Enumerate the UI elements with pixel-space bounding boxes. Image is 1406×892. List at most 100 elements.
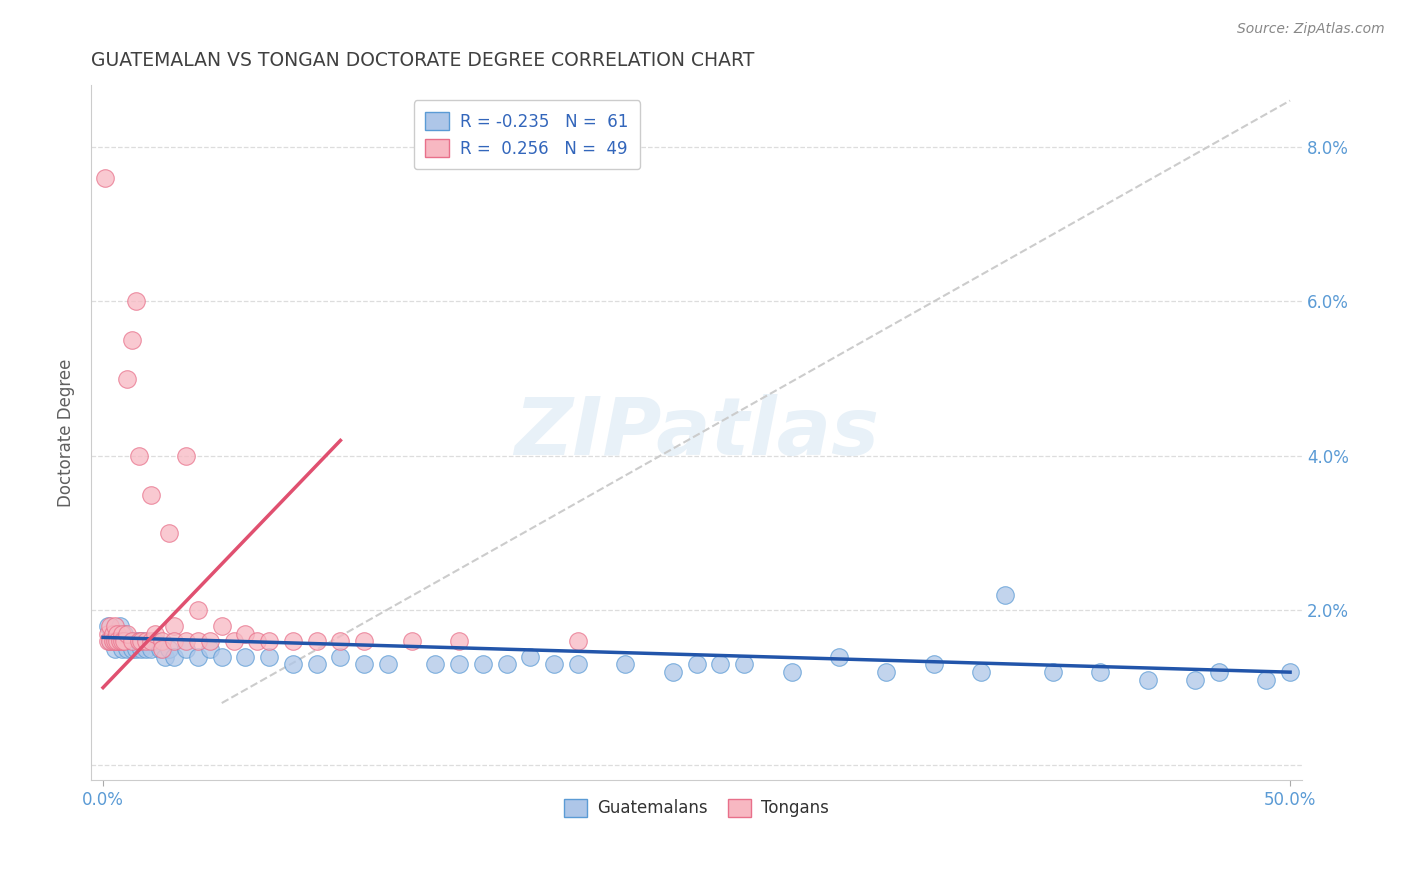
- Point: [115, 634, 138, 648]
- Point: [163, 649, 186, 664]
- Point: [128, 634, 150, 648]
- Point: [121, 333, 143, 347]
- Point: [994, 588, 1017, 602]
- Point: [115, 626, 138, 640]
- Point: [97, 634, 120, 648]
- Point: [115, 642, 138, 657]
- Point: [211, 619, 233, 633]
- Point: [377, 657, 399, 672]
- Point: [129, 642, 152, 657]
- Point: [519, 649, 541, 664]
- Point: [153, 649, 176, 664]
- Point: [111, 626, 134, 640]
- Point: [471, 657, 494, 672]
- Point: [353, 657, 375, 672]
- Point: [281, 657, 304, 672]
- Point: [143, 626, 166, 640]
- Point: [121, 642, 143, 657]
- Point: [198, 634, 221, 648]
- Point: [112, 626, 135, 640]
- Y-axis label: Doctorate Degree: Doctorate Degree: [58, 359, 75, 507]
- Point: [101, 634, 124, 648]
- Point: [353, 634, 375, 648]
- Point: [246, 634, 269, 648]
- Point: [187, 634, 209, 648]
- Point: [97, 626, 120, 640]
- Point: [1256, 673, 1278, 687]
- Point: [111, 642, 134, 657]
- Point: [135, 634, 157, 648]
- Point: [970, 665, 993, 680]
- Point: [257, 649, 280, 664]
- Point: [329, 634, 352, 648]
- Point: [149, 642, 172, 657]
- Point: [105, 634, 128, 648]
- Text: Source: ZipAtlas.com: Source: ZipAtlas.com: [1237, 22, 1385, 37]
- Point: [118, 634, 141, 648]
- Point: [104, 619, 127, 633]
- Point: [235, 626, 257, 640]
- Point: [163, 619, 186, 633]
- Point: [163, 634, 186, 648]
- Point: [922, 657, 945, 672]
- Point: [150, 634, 173, 648]
- Point: [111, 634, 134, 648]
- Point: [449, 657, 471, 672]
- Point: [235, 649, 257, 664]
- Point: [98, 619, 121, 633]
- Point: [143, 634, 166, 648]
- Text: ZIPatlas: ZIPatlas: [515, 393, 879, 472]
- Point: [115, 371, 138, 385]
- Point: [98, 634, 121, 648]
- Point: [111, 634, 134, 648]
- Point: [187, 649, 209, 664]
- Point: [105, 626, 128, 640]
- Point: [329, 649, 352, 664]
- Point: [780, 665, 803, 680]
- Point: [425, 657, 447, 672]
- Point: [281, 634, 304, 648]
- Point: [135, 642, 157, 657]
- Point: [174, 642, 197, 657]
- Point: [122, 634, 145, 648]
- Point: [159, 526, 181, 541]
- Point: [112, 634, 135, 648]
- Point: [125, 294, 148, 309]
- Point: [104, 634, 127, 648]
- Point: [449, 634, 471, 648]
- Point: [101, 626, 124, 640]
- Point: [257, 634, 280, 648]
- Point: [108, 619, 131, 633]
- Point: [733, 657, 755, 672]
- Legend: Guatemalans, Tongans: Guatemalans, Tongans: [557, 792, 835, 824]
- Point: [97, 619, 120, 633]
- Point: [174, 449, 197, 463]
- Point: [567, 657, 589, 672]
- Point: [709, 657, 731, 672]
- Point: [139, 487, 162, 501]
- Point: [150, 642, 173, 657]
- Point: [94, 170, 117, 185]
- Text: GUATEMALAN VS TONGAN DOCTORATE DEGREE CORRELATION CHART: GUATEMALAN VS TONGAN DOCTORATE DEGREE CO…: [91, 51, 755, 70]
- Point: [105, 634, 128, 648]
- Point: [159, 642, 181, 657]
- Point: [685, 657, 707, 672]
- Point: [1136, 673, 1159, 687]
- Point: [139, 642, 162, 657]
- Point: [129, 634, 152, 648]
- Point: [139, 634, 162, 648]
- Point: [211, 649, 233, 664]
- Point: [305, 657, 328, 672]
- Point: [495, 657, 517, 672]
- Point: [222, 634, 245, 648]
- Point: [128, 634, 150, 648]
- Point: [121, 634, 143, 648]
- Point: [828, 649, 851, 664]
- Point: [876, 665, 898, 680]
- Point: [104, 642, 127, 657]
- Point: [198, 642, 221, 657]
- Point: [1279, 665, 1302, 680]
- Point: [543, 657, 565, 672]
- Point: [174, 634, 197, 648]
- Point: [305, 634, 328, 648]
